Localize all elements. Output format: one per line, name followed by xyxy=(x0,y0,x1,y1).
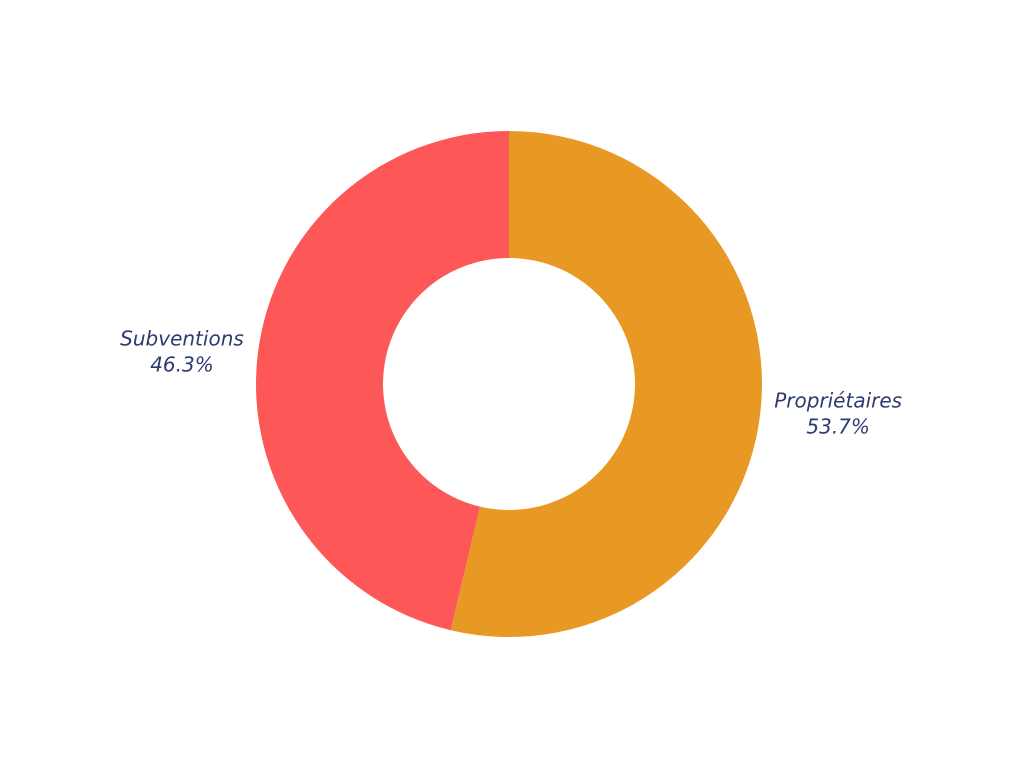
slice-label: Subventions xyxy=(120,327,244,351)
slice xyxy=(450,131,762,637)
slice-value-label: 53.7% xyxy=(806,414,870,438)
slice-label: Propriétaires xyxy=(774,388,902,412)
slice-value-label: 46.3% xyxy=(150,353,214,377)
slice xyxy=(255,131,509,631)
